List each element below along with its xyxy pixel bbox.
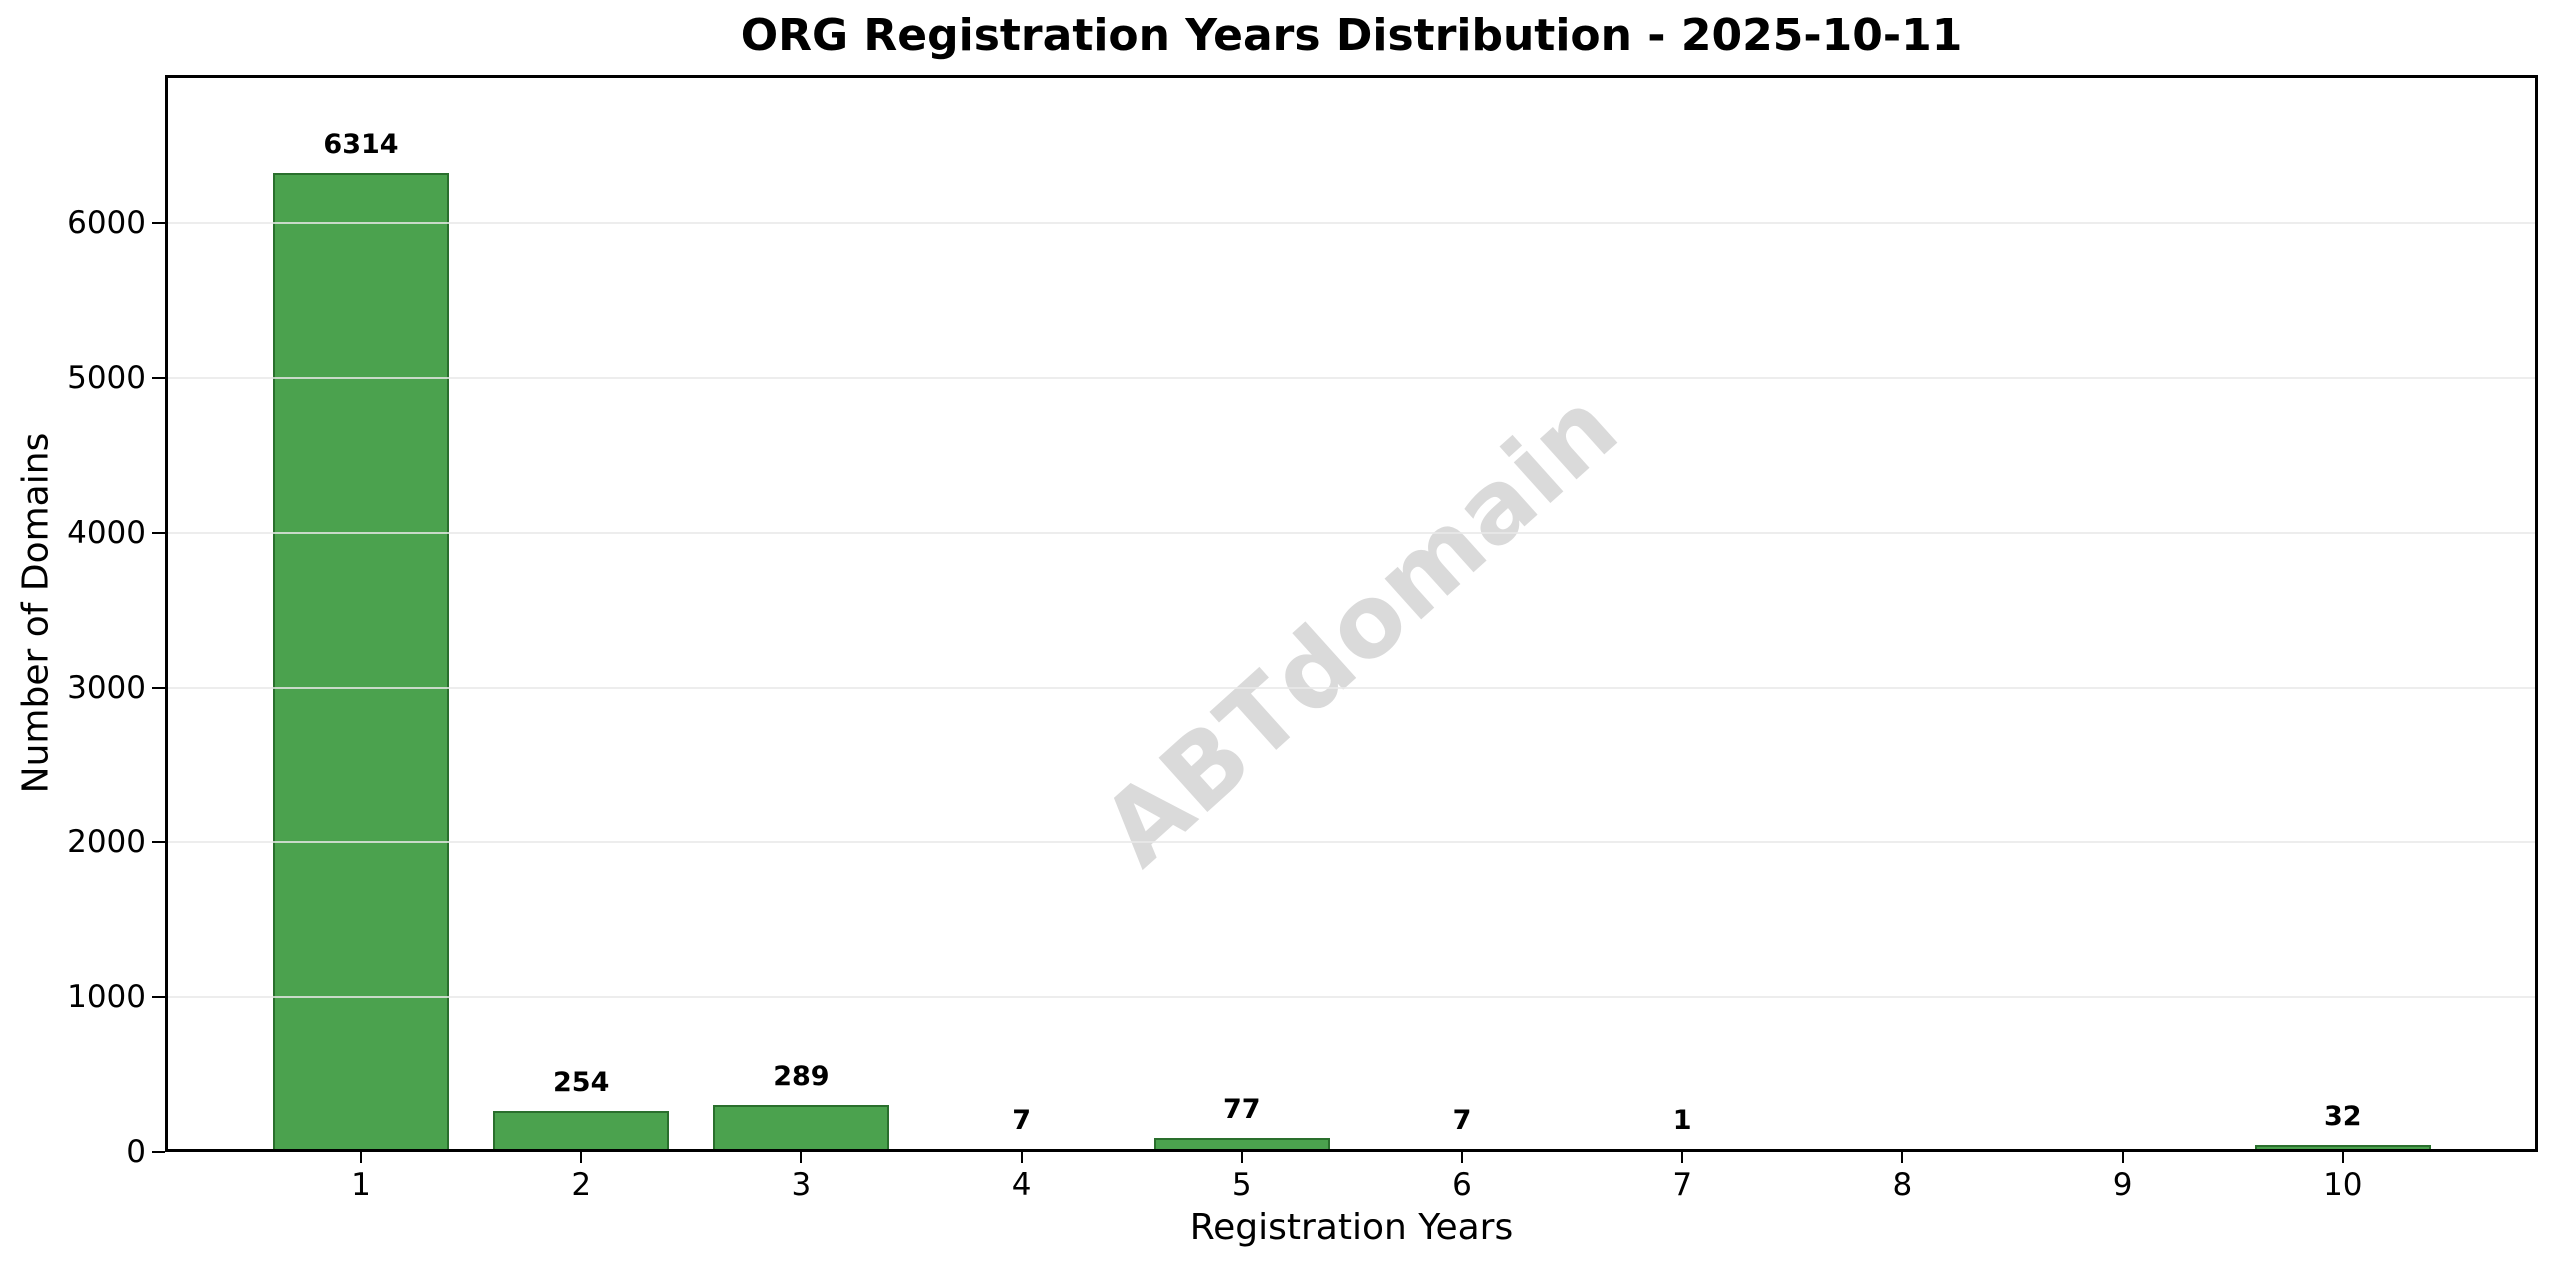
x-tick-label: 9 — [2112, 1167, 2133, 1203]
x-tick-label: 7 — [1672, 1167, 1693, 1203]
bar — [2254, 1145, 2431, 1152]
x-tick-label: 5 — [1231, 1167, 1252, 1203]
y-axis-tick — [152, 532, 165, 534]
x-axis-tick — [360, 1152, 362, 1163]
gridline — [165, 996, 2538, 998]
x-axis-tick — [800, 1152, 803, 1163]
x-axis-tick — [1901, 1152, 1904, 1163]
x-tick-label: 4 — [1011, 1167, 1032, 1203]
y-axis-tick — [152, 687, 165, 689]
bar — [273, 173, 449, 1152]
y-tick-label: 1000 — [67, 979, 146, 1015]
gridline — [165, 222, 2538, 224]
x-tick-label: 10 — [2323, 1167, 2363, 1203]
x-axis-tick — [2121, 1152, 2124, 1163]
x-tick-label: 1 — [351, 1167, 371, 1203]
bar — [713, 1105, 890, 1152]
y-tick-label: 3000 — [67, 670, 146, 706]
gridline — [165, 687, 2538, 689]
x-axis-tick — [1681, 1152, 1684, 1163]
x-axis-tick — [1461, 1152, 1463, 1163]
y-tick-label: 6000 — [67, 205, 146, 241]
bar — [1594, 1149, 1771, 1152]
bar-value-label: 7 — [1452, 1105, 1472, 1136]
bar-value-label: 254 — [553, 1067, 610, 1098]
bar-value-label: 289 — [773, 1061, 830, 1092]
y-tick-label: 2000 — [67, 824, 146, 860]
gridline — [165, 841, 2538, 843]
y-axis-tick — [152, 841, 165, 843]
bar — [933, 1149, 1110, 1152]
bar-value-label: 1 — [1672, 1105, 1692, 1136]
x-tick-label: 2 — [571, 1167, 592, 1203]
y-tick-label: 0 — [126, 1134, 146, 1170]
bar-value-label: 77 — [1223, 1094, 1261, 1125]
bar-value-label: 7 — [1012, 1105, 1031, 1136]
gridline — [165, 532, 2538, 534]
x-axis-tick — [580, 1152, 583, 1163]
y-axis-label: Number of Domains — [15, 432, 57, 794]
y-tick-label: 4000 — [67, 515, 146, 551]
bar-value-label: 32 — [2324, 1101, 2362, 1132]
y-axis-tick — [152, 1151, 165, 1153]
gridline — [165, 377, 2538, 379]
x-axis-label: Registration Years — [1189, 1207, 1514, 1248]
x-tick-label: 8 — [1892, 1167, 1913, 1203]
bar — [1153, 1138, 1330, 1152]
chart-title: ORG Registration Years Distribution - 20… — [740, 10, 1963, 61]
y-axis-tick — [152, 377, 165, 379]
bar — [1374, 1149, 1550, 1152]
y-axis-tick — [152, 222, 165, 224]
bar-value-label: 6314 — [323, 129, 399, 160]
x-axis-tick — [1240, 1152, 1243, 1163]
x-tick-label: 3 — [791, 1167, 812, 1203]
x-axis-tick — [1020, 1152, 1023, 1163]
y-tick-label: 5000 — [67, 360, 146, 396]
x-tick-label: 6 — [1452, 1167, 1472, 1203]
x-axis-tick — [2341, 1152, 2344, 1163]
y-axis-tick — [152, 996, 165, 998]
bar — [493, 1111, 670, 1152]
